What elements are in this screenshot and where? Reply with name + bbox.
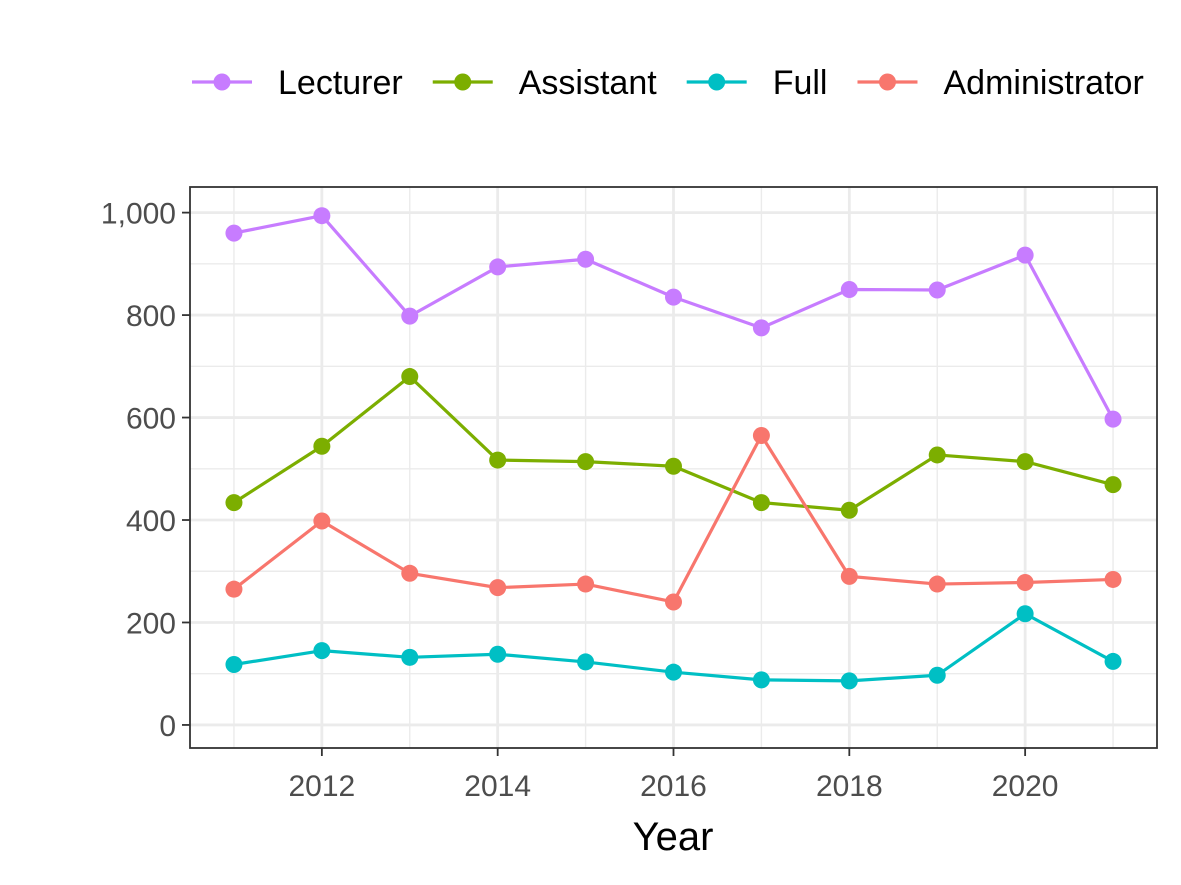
legend: Lecturer Assistant Full Administrator (192, 64, 1144, 102)
data-point-lecturer (840, 280, 858, 298)
y-tick-label: 800 (126, 300, 176, 333)
data-point-administrator (401, 564, 419, 582)
x-tick-label: 2020 (992, 770, 1059, 803)
data-point-lecturer (1104, 410, 1122, 428)
data-point-lecturer (577, 250, 595, 268)
data-point-full (752, 671, 770, 689)
y-tick-label: 200 (126, 607, 176, 640)
legend-label: Administrator (943, 64, 1143, 102)
data-point-administrator (577, 575, 595, 593)
data-point-assistant (313, 437, 331, 455)
legend-item-assistant: Assistant (432, 64, 657, 102)
data-point-full (928, 666, 946, 684)
data-point-lecturer (313, 207, 331, 225)
data-point-lecturer (752, 319, 770, 337)
data-point-assistant (752, 494, 770, 512)
y-axis: 0 200 400 600 800 1,000 (101, 198, 190, 743)
data-point-lecturer (489, 258, 507, 276)
legend-item-full: Full (686, 64, 828, 102)
y-tick-label: 400 (126, 505, 176, 538)
data-point-assistant (1016, 453, 1034, 471)
data-point-lecturer (1016, 246, 1034, 264)
data-point-assistant (401, 368, 419, 386)
data-point-administrator (489, 579, 507, 597)
data-point-lecturer (401, 307, 419, 325)
data-point-assistant (489, 451, 507, 469)
data-point-assistant (928, 446, 946, 464)
legend-label: Lecturer (278, 64, 403, 102)
data-point-full (1016, 605, 1034, 623)
data-point-assistant (225, 494, 243, 512)
legend-item-administrator: Administrator (857, 64, 1144, 102)
major-gridlines (190, 187, 1157, 748)
data-point-full (665, 663, 682, 681)
legend-label: Assistant (519, 64, 657, 102)
x-tick-label: 2012 (288, 770, 355, 803)
x-axis-title: Year (633, 815, 714, 859)
data-point-assistant (665, 457, 682, 475)
data-point-full (489, 645, 507, 663)
x-tick-label: 2014 (464, 770, 531, 803)
data-point-administrator (313, 512, 331, 530)
data-point-full (1104, 652, 1122, 670)
data-point-assistant (840, 501, 858, 519)
y-tick-label: 1,000 (101, 198, 176, 231)
series-layer (225, 207, 1122, 690)
legend-label: Full (773, 64, 828, 102)
data-point-administrator (1104, 570, 1122, 588)
data-point-assistant (577, 453, 595, 471)
data-point-full (313, 642, 331, 660)
x-tick-label: 2018 (816, 770, 883, 803)
data-point-lecturer (665, 288, 682, 306)
legend-item-lecturer: Lecturer (192, 64, 403, 102)
data-point-assistant (1104, 476, 1122, 494)
y-tick-label: 600 (126, 403, 176, 436)
data-point-administrator (840, 567, 858, 585)
data-point-full (577, 653, 595, 671)
data-point-full (840, 672, 858, 690)
data-point-administrator (665, 593, 682, 611)
legend-key-point (708, 73, 726, 91)
data-point-full (225, 655, 243, 673)
data-point-administrator (225, 580, 243, 598)
data-point-lecturer (225, 224, 243, 242)
legend-key-point (878, 73, 896, 91)
legend-key-point (454, 73, 472, 91)
x-tick-label: 2016 (640, 770, 707, 803)
y-tick-label: 0 (159, 710, 176, 743)
data-point-administrator (928, 575, 946, 593)
data-point-administrator (1016, 574, 1034, 592)
x-axis: 2012 2014 2016 2018 2020 (288, 748, 1059, 803)
data-point-full (401, 648, 419, 666)
data-point-lecturer (928, 281, 946, 299)
legend-key-point (213, 73, 231, 91)
data-point-administrator (752, 426, 770, 444)
